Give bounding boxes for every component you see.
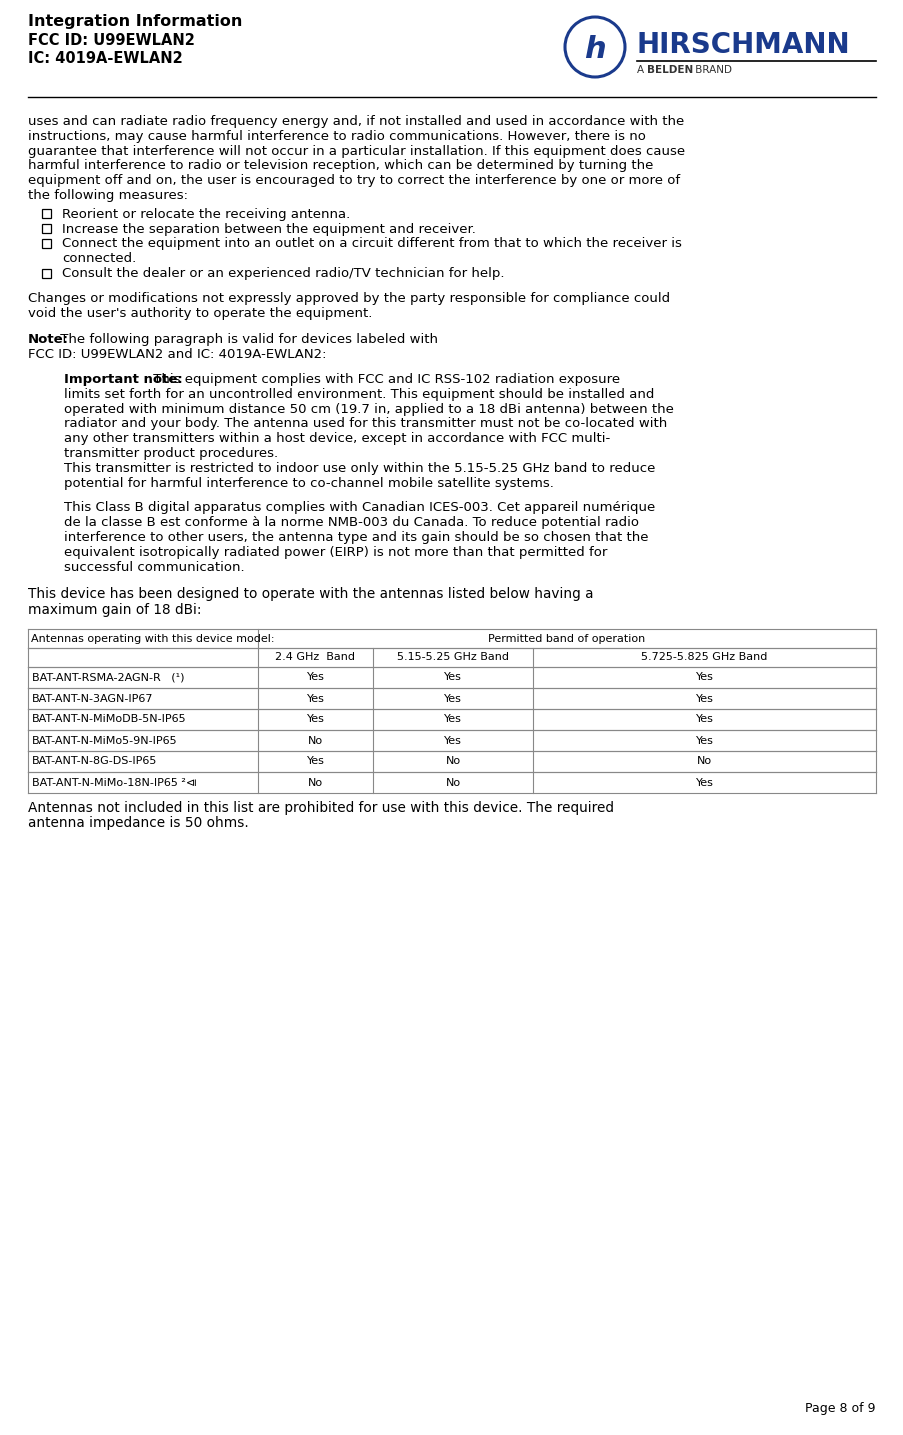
Text: void the user's authority to operate the equipment.: void the user's authority to operate the…	[28, 307, 372, 320]
Text: This device has been designed to operate with the antennas listed below having a: This device has been designed to operate…	[28, 587, 593, 601]
Text: 2.4 GHz  Band: 2.4 GHz Band	[275, 653, 355, 663]
Text: BRAND: BRAND	[691, 65, 731, 75]
Text: BAT-ANT-N-MiMoDB-5N-IP65: BAT-ANT-N-MiMoDB-5N-IP65	[32, 715, 186, 725]
Text: de la classe B est conforme à la norme NMB-003 du Canada. To reduce potential ra: de la classe B est conforme à la norme N…	[64, 517, 638, 530]
Text: A: A	[637, 65, 647, 75]
Bar	[42, 224, 51, 232]
Text: Yes: Yes	[306, 673, 324, 683]
Text: Antennas not included in this list are prohibited for use with this device. The : Antennas not included in this list are p…	[28, 801, 613, 815]
Text: This transmitter is restricted to indoor use only within the 5.15-5.25 GHz band : This transmitter is restricted to indoor…	[64, 462, 655, 475]
Text: 5.725-5.825 GHz Band: 5.725-5.825 GHz Band	[640, 653, 767, 663]
Text: This Class B digital apparatus complies with Canadian ICES-003. Cet appareil num: This Class B digital apparatus complies …	[64, 501, 655, 514]
Text: Antennas operating with this device model:: Antennas operating with this device mode…	[31, 633, 275, 643]
Text: Yes: Yes	[443, 673, 461, 683]
Text: Consult the dealer or an experienced radio/TV technician for help.: Consult the dealer or an experienced rad…	[62, 267, 504, 280]
Text: No: No	[445, 778, 460, 788]
Text: Page 8 of 9: Page 8 of 9	[805, 1402, 875, 1415]
Text: guarantee that interference will not occur in a particular installation. If this: guarantee that interference will not occ…	[28, 145, 684, 158]
Text: No: No	[445, 756, 460, 766]
Text: Yes: Yes	[306, 756, 324, 766]
Text: h: h	[583, 34, 605, 63]
Text: BAT-ANT-N-3AGN-IP67: BAT-ANT-N-3AGN-IP67	[32, 693, 154, 703]
Text: instructions, may cause harmful interference to radio communications. However, t: instructions, may cause harmful interfer…	[28, 129, 645, 144]
Text: Yes: Yes	[306, 715, 324, 725]
Text: No: No	[308, 736, 322, 746]
Text: Yes: Yes	[306, 693, 324, 703]
Text: the following measures:: the following measures:	[28, 189, 188, 202]
Text: limits set forth for an uncontrolled environment. This equipment should be insta: limits set forth for an uncontrolled env…	[64, 387, 654, 400]
Text: transmitter product procedures.: transmitter product procedures.	[64, 446, 278, 461]
Text: No: No	[308, 778, 322, 788]
Text: Yes: Yes	[443, 715, 461, 725]
Text: This equipment complies with FCC and IC RSS-102 radiation exposure: This equipment complies with FCC and IC …	[149, 373, 620, 386]
Text: Yes: Yes	[694, 693, 712, 703]
Text: any other transmitters within a host device, except in accordance with FCC multi: any other transmitters within a host dev…	[64, 432, 610, 445]
Text: BAT-ANT-N-8G-DS-IP65: BAT-ANT-N-8G-DS-IP65	[32, 756, 157, 766]
Text: BAT-ANT-N-MiMo-18N-IP65 ²⧏: BAT-ANT-N-MiMo-18N-IP65 ²⧏	[32, 778, 197, 788]
Text: Integration Information: Integration Information	[28, 14, 242, 29]
Text: Changes or modifications not expressly approved by the party responsible for com: Changes or modifications not expressly a…	[28, 291, 669, 304]
Text: radiator and your body. The antenna used for this transmitter must not be co-loc: radiator and your body. The antenna used…	[64, 418, 666, 430]
Text: Yes: Yes	[443, 693, 461, 703]
Bar	[42, 268, 51, 277]
Text: Yes: Yes	[443, 736, 461, 746]
Text: maximum gain of 18 dBi:: maximum gain of 18 dBi:	[28, 603, 201, 617]
Text: BAT-ANT-RSMA-2AGN-R   (¹): BAT-ANT-RSMA-2AGN-R (¹)	[32, 673, 184, 683]
Text: 5.15-5.25 GHz Band: 5.15-5.25 GHz Band	[396, 653, 508, 663]
Text: Yes: Yes	[694, 673, 712, 683]
Text: potential for harmful interference to co-channel mobile satellite systems.: potential for harmful interference to co…	[64, 476, 554, 489]
Text: harmful interference to radio or television reception, which can be determined b: harmful interference to radio or televis…	[28, 159, 653, 172]
Text: BAT-ANT-N-MiMo5-9N-IP65: BAT-ANT-N-MiMo5-9N-IP65	[32, 736, 177, 746]
Text: Note:: Note:	[28, 333, 69, 346]
Bar	[42, 210, 51, 218]
Text: The following paragraph is valid for devices labeled with: The following paragraph is valid for dev…	[56, 333, 438, 346]
Text: HIRSCHMANN: HIRSCHMANN	[637, 32, 850, 59]
Text: Reorient or relocate the receiving antenna.: Reorient or relocate the receiving anten…	[62, 208, 349, 221]
Text: Connect the equipment into an outlet on a circuit different from that to which t: Connect the equipment into an outlet on …	[62, 237, 681, 250]
Text: operated with minimum distance 50 cm (19.7 in, applied to a 18 dBi antenna) betw: operated with minimum distance 50 cm (19…	[64, 403, 673, 416]
Bar	[42, 238, 51, 248]
Text: uses and can radiate radio frequency energy and, if not installed and used in ac: uses and can radiate radio frequency ene…	[28, 115, 684, 128]
Text: antenna impedance is 50 ohms.: antenna impedance is 50 ohms.	[28, 817, 248, 829]
Text: Yes: Yes	[694, 715, 712, 725]
Text: BELDEN: BELDEN	[647, 65, 693, 75]
Text: connected.: connected.	[62, 253, 136, 265]
Text: FCC ID: U99EWLAN2: FCC ID: U99EWLAN2	[28, 33, 195, 47]
Text: interference to other users, the antenna type and its gain should be so chosen t: interference to other users, the antenna…	[64, 531, 647, 544]
Text: No: No	[696, 756, 712, 766]
Text: Yes: Yes	[694, 736, 712, 746]
Text: successful communication.: successful communication.	[64, 561, 245, 574]
Text: IC: 4019A-EWLAN2: IC: 4019A-EWLAN2	[28, 52, 182, 66]
Text: Yes: Yes	[694, 778, 712, 788]
Text: Increase the separation between the equipment and receiver.: Increase the separation between the equi…	[62, 222, 475, 235]
Text: equivalent isotropically radiated power (EIRP) is not more than that permitted f: equivalent isotropically radiated power …	[64, 545, 607, 558]
Text: Permitted band of operation: Permitted band of operation	[488, 633, 645, 643]
Text: Important note:: Important note:	[64, 373, 182, 386]
Text: FCC ID: U99EWLAN2 and IC: 4019A-EWLAN2:: FCC ID: U99EWLAN2 and IC: 4019A-EWLAN2:	[28, 349, 326, 362]
Text: equipment off and on, the user is encouraged to try to correct the interference : equipment off and on, the user is encour…	[28, 174, 679, 187]
